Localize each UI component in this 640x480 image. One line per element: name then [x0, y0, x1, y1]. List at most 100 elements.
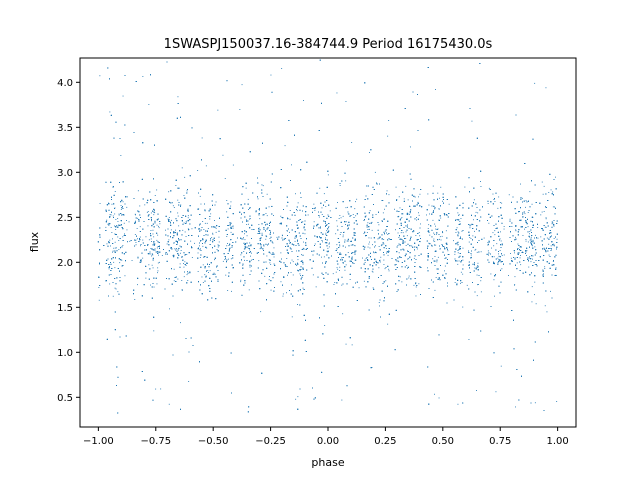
data-point [184, 261, 186, 263]
data-point [139, 205, 141, 207]
data-point [268, 206, 270, 208]
data-point [388, 120, 390, 121]
data-point [407, 250, 408, 252]
data-point [110, 245, 111, 247]
data-point [460, 282, 461, 284]
data-point [200, 203, 202, 205]
data-point [181, 280, 183, 281]
data-point [542, 274, 544, 276]
data-point [296, 265, 298, 266]
data-point [462, 264, 464, 266]
data-point [210, 213, 212, 215]
data-point [177, 212, 179, 214]
data-point [347, 224, 348, 226]
data-point [497, 257, 499, 259]
data-point [135, 239, 137, 241]
data-point [552, 191, 554, 193]
data-point [173, 242, 175, 244]
data-point [154, 212, 156, 214]
data-point [251, 252, 252, 254]
data-point [528, 266, 530, 268]
data-point [212, 233, 214, 235]
data-point [261, 232, 263, 234]
data-point [197, 170, 199, 171]
data-point [108, 222, 110, 224]
data-point [117, 291, 119, 293]
data-point [379, 261, 381, 263]
data-point [383, 264, 385, 265]
data-point [366, 232, 368, 233]
data-point [385, 248, 387, 249]
data-point [112, 295, 114, 297]
data-point [112, 238, 113, 240]
data-point [151, 248, 153, 250]
data-point [386, 252, 387, 254]
data-point [186, 220, 188, 222]
data-point [187, 228, 189, 230]
data-point [417, 201, 419, 203]
data-point [368, 237, 370, 239]
data-point [145, 277, 147, 279]
data-point [295, 398, 297, 400]
data-point [503, 228, 505, 230]
data-point [520, 183, 521, 185]
data-point [378, 267, 380, 269]
data-point [427, 267, 428, 269]
data-point [545, 218, 547, 220]
data-point [546, 237, 548, 239]
data-point [255, 211, 257, 213]
data-point [468, 241, 470, 243]
data-point [532, 245, 533, 247]
data-point [181, 290, 183, 291]
data-point [341, 257, 343, 259]
data-point [108, 268, 110, 270]
data-point [429, 213, 430, 215]
data-point [458, 214, 460, 216]
data-point [554, 206, 555, 208]
data-point [113, 261, 115, 263]
data-point [186, 254, 188, 255]
data-point [555, 275, 557, 276]
data-point [549, 248, 551, 249]
data-point [305, 215, 307, 216]
data-point [345, 264, 347, 266]
data-point [109, 214, 111, 216]
data-point [191, 257, 193, 258]
data-point [314, 243, 316, 245]
data-point [115, 229, 117, 230]
data-point [365, 258, 367, 259]
data-point [295, 193, 296, 195]
data-point [150, 238, 152, 240]
data-point [226, 236, 228, 237]
data-point [230, 201, 232, 203]
data-point [243, 251, 245, 252]
data-point [385, 280, 387, 282]
data-point [205, 165, 207, 167]
data-point [303, 100, 304, 101]
data-point [175, 229, 176, 231]
data-point [492, 193, 494, 195]
data-point [336, 220, 338, 222]
data-point [409, 213, 410, 215]
data-point [396, 260, 398, 262]
data-point [351, 256, 353, 258]
data-point [405, 185, 407, 187]
data-point [469, 237, 471, 238]
chart-title: 1SWASPJ150037.16-384744.9 Period 1617543… [164, 37, 493, 52]
data-point [258, 227, 260, 229]
data-point [377, 229, 379, 231]
data-point [112, 186, 114, 188]
data-point [439, 208, 440, 210]
data-point [457, 263, 459, 265]
data-point [201, 137, 203, 139]
data-point [145, 236, 147, 238]
data-point [199, 257, 201, 258]
data-point [469, 227, 471, 229]
data-point [134, 213, 136, 215]
data-point [152, 229, 154, 231]
data-point [544, 266, 546, 268]
data-point [240, 279, 242, 281]
data-point [113, 247, 115, 249]
data-point [250, 255, 251, 257]
data-point [230, 231, 232, 233]
